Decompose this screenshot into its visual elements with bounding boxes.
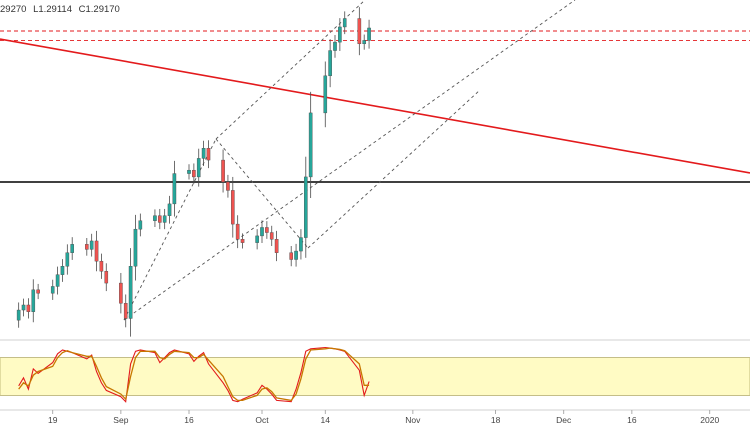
candle-body-22 [162,215,167,223]
candle-body-24 [172,173,177,205]
oscillator-band [0,357,750,396]
channel-mid [307,89,481,249]
candle-body-32 [230,190,235,225]
candle-body-31 [226,181,230,191]
candle-body-8 [65,252,70,267]
channel-left [123,138,217,321]
candle-body-5 [50,286,55,294]
x-tick-label-0: 19 [48,415,58,425]
candle-body-3 [31,289,36,312]
candle-body-29 [206,148,211,161]
candle-body-28 [201,148,206,159]
x-tick-label-8: 16 [627,415,637,425]
x-tick-label-6: 18 [491,415,501,425]
candle-body-20 [153,215,157,221]
candle-body-37 [265,227,269,233]
candle-body-19 [138,220,143,230]
candle-body-6 [55,274,60,287]
candle-body-18 [133,228,138,267]
candle-body-10 [84,244,89,250]
trend-line [0,38,750,174]
candle-body-52 [367,27,371,41]
candle-body-23 [167,203,172,216]
candle-body-4 [36,289,40,294]
channel-lower [123,0,576,321]
x-tick-label-3: Oct [255,415,269,425]
candle-body-27 [196,158,201,178]
x-tick-label-9: 2020 [700,415,719,425]
candle-body-15 [119,282,123,304]
candle-body-43 [304,176,308,238]
ohlc-open: 29270 [0,4,27,15]
candle-body-51 [362,40,367,45]
candle-body-7 [60,266,65,275]
candle-body-33 [235,223,240,240]
ohlc-readout: 29270 L1.29114 C1.29170 [0,4,124,15]
candle-body-35 [255,235,259,243]
candle-body-17 [128,266,133,319]
candle-body-26 [192,169,196,178]
candle-body-25 [187,169,191,174]
candle-body-0 [16,309,21,321]
candle-body-41 [294,250,298,260]
candle-body-34 [240,239,245,243]
candle-body-38 [269,232,274,240]
candle-body-1 [21,304,26,311]
candle-body-13 [99,260,104,272]
candle-body-9 [70,244,74,253]
candle-body-42 [299,237,303,252]
candle-body-14 [104,271,109,284]
candle-body-50 [357,18,362,45]
candle-body-16 [123,303,128,319]
x-tick-label-7: Dec [556,415,572,425]
candle-body-11 [89,240,94,250]
candle-body-40 [289,252,294,260]
candle-body-2 [26,304,31,312]
x-tick-label-2: 16 [184,415,194,425]
candle-body-21 [157,215,162,223]
ohlc-close: C1.29170 [78,4,120,15]
candle-body-48 [338,26,342,43]
x-tick-label-5: Nov [405,415,421,425]
candle-body-46 [328,50,332,77]
candle-body-30 [221,159,225,183]
x-tick-label-4: 14 [321,415,331,425]
channel-upper [215,0,366,140]
candle-body-36 [260,227,264,237]
candle-body-47 [333,41,337,51]
candle-body-45 [323,75,328,114]
x-tick-label-1: Sep [113,415,128,425]
candle-body-49 [342,18,347,28]
candle-body-39 [274,239,279,253]
ohlc-low: L1.29114 [33,4,72,15]
oscillator-line-1 [18,347,370,402]
candle-body-44 [308,112,313,178]
candle-body-12 [94,240,99,262]
